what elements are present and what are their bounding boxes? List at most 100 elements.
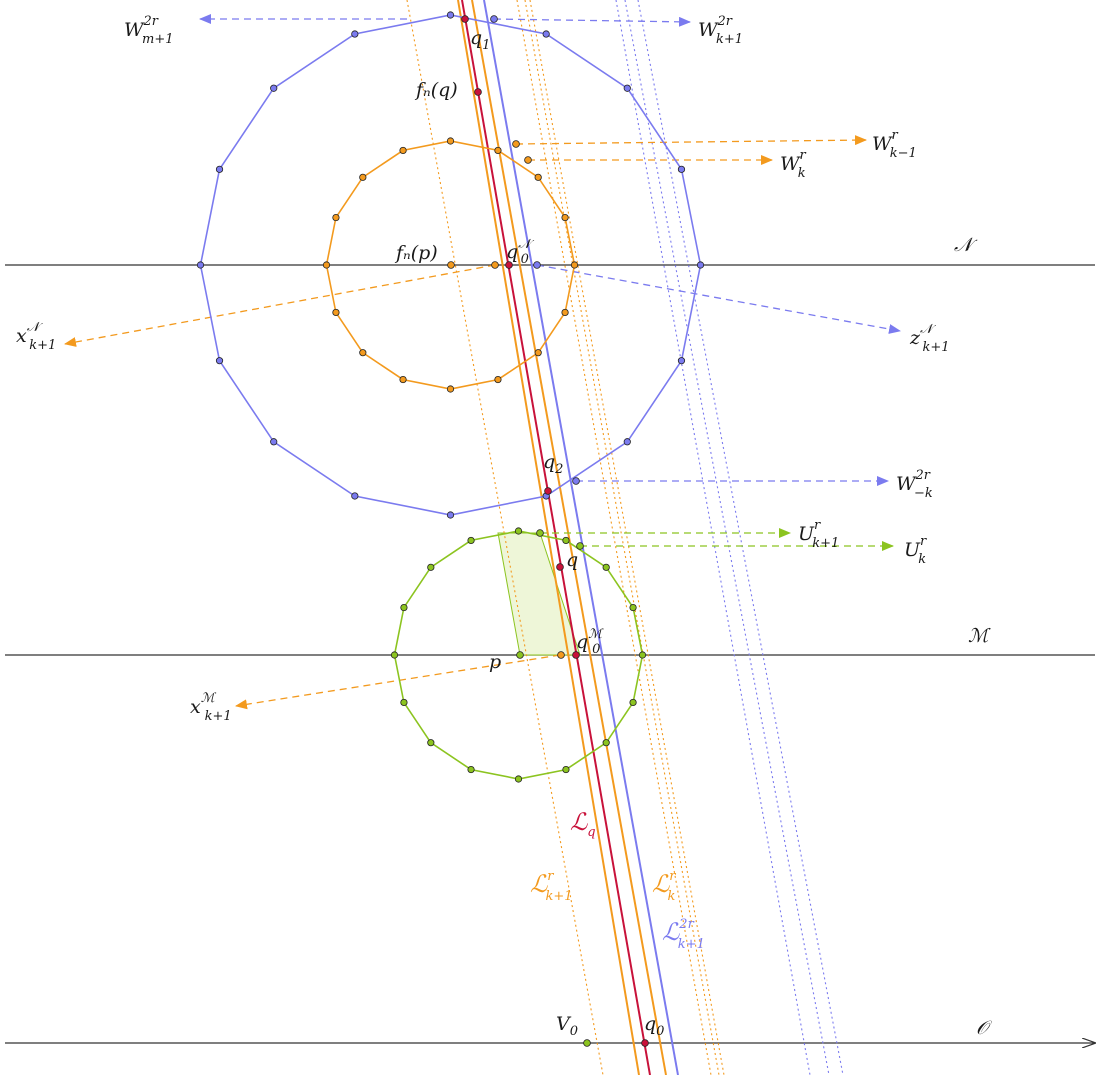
label-x-N: x𝒩 k+1 xyxy=(16,320,56,353)
label-x-M: xℳ k+1 xyxy=(190,691,232,724)
green-polygon-vertex xyxy=(427,563,435,571)
orange-polygon xyxy=(322,137,579,393)
label-W-km1: Wr k−1 xyxy=(872,128,917,161)
green-polygon-vertex xyxy=(467,765,475,774)
green-polygon-vertex xyxy=(562,765,570,774)
point-W-mk xyxy=(572,477,580,485)
orange-polygon-vertex xyxy=(494,375,502,384)
orange-polygon-vertex xyxy=(359,349,367,357)
label-W-m1: W2r m+1 xyxy=(124,14,174,47)
blue-polygon-vertex xyxy=(270,438,278,446)
green-polygon-vertex xyxy=(638,651,647,659)
blue-polygon-vertex xyxy=(351,30,359,38)
label-L-k1-2r: ℒ2r k+1 xyxy=(662,917,705,952)
label-q0: q0 xyxy=(644,1013,664,1039)
orange-polygon-vertex xyxy=(534,349,542,357)
orange-polygon-vertex xyxy=(322,261,331,269)
label-V0: V0 xyxy=(556,1013,578,1039)
label-L-q: ℒq xyxy=(570,808,596,840)
green-polygon-vertex xyxy=(562,536,570,545)
point-orange-top xyxy=(512,140,520,148)
green-polygon-vertex xyxy=(467,536,475,545)
blue-polygon-vertex xyxy=(623,84,631,92)
green-polygon-vertex xyxy=(400,603,408,612)
green-polygon-vertex xyxy=(629,698,637,707)
label-q0-M: qℳ 0 xyxy=(576,627,604,657)
point-green-top2 xyxy=(576,542,584,550)
orange-polygon-vertex xyxy=(561,213,569,222)
point-N-orange xyxy=(491,261,499,269)
point-green-top xyxy=(536,529,544,537)
label-W-k: Wr k xyxy=(780,148,807,181)
label-W-k1: W2r k+1 xyxy=(698,14,743,47)
points xyxy=(447,15,649,1047)
label-N: 𝒩 xyxy=(954,234,978,256)
label-p: p xyxy=(489,651,501,673)
dotted-blue-lines xyxy=(615,0,844,1075)
point-N-blue xyxy=(533,261,541,269)
orange-polygon-vertex xyxy=(399,375,407,384)
line-L-q xyxy=(461,0,651,1075)
point-fn-q xyxy=(474,88,482,96)
label-U-k: Ur k xyxy=(904,534,927,567)
orange-polygon-vertex xyxy=(332,213,340,222)
orange-arrows xyxy=(64,135,867,710)
point-q0 xyxy=(641,1039,649,1047)
point-orange-top2 xyxy=(524,156,532,164)
orange-polygon-vertex xyxy=(561,308,569,317)
label-M: ℳ xyxy=(968,625,991,647)
blue-polygon-vertex xyxy=(446,511,455,519)
green-polygon-vertex xyxy=(629,603,637,612)
point-q0-M xyxy=(572,651,580,659)
blue-polygon xyxy=(196,11,705,519)
blue-polygon-vertex xyxy=(351,492,359,500)
green-polygon-vertex xyxy=(602,739,610,747)
orange-polygon-vertex xyxy=(446,385,455,393)
polygons xyxy=(196,11,705,783)
point-V0 xyxy=(583,1039,591,1047)
point-q1 xyxy=(461,15,469,23)
point-p xyxy=(516,651,524,659)
blue-polygon-vertex xyxy=(215,165,224,173)
label-fn-p: fₙ(p) xyxy=(394,242,438,264)
green-arrows xyxy=(540,528,894,551)
orange-polygon-vertex xyxy=(534,173,542,181)
point-q xyxy=(556,563,564,571)
point-W-k1 xyxy=(490,15,498,23)
blue-polygon-vertex xyxy=(677,357,686,365)
blue-polygon-vertex xyxy=(196,261,205,269)
blue-polygon-vertex xyxy=(677,165,686,173)
green-polygon xyxy=(390,527,647,783)
orange-polygon-vertex xyxy=(399,146,407,155)
orange-polygon-vertex xyxy=(570,261,579,269)
green-polygon-vertex xyxy=(602,563,610,571)
dotted-orange-lines xyxy=(406,0,725,1075)
orange-polygon-vertex xyxy=(494,146,502,155)
label-O: 𝒪 xyxy=(976,1017,993,1039)
green-polygon-vertex xyxy=(514,527,523,535)
blue-polygon-vertex xyxy=(696,261,705,269)
label-L-k-r: ℒr k xyxy=(652,869,676,904)
point-M-orange xyxy=(557,651,565,659)
line-L-k1-2r xyxy=(483,0,679,1075)
label-U-k1: Ur k+1 xyxy=(798,518,839,551)
label-fn-q: fₙ(q) xyxy=(414,79,458,101)
point-fn-p xyxy=(447,261,455,269)
blue-polygon-vertex xyxy=(542,30,550,38)
blue-polygon-vertex xyxy=(215,357,224,365)
orange-polygon-vertex xyxy=(446,137,455,145)
line-L-k-r xyxy=(471,0,667,1075)
blue-polygon-vertex xyxy=(270,84,278,92)
label-q2: q2 xyxy=(543,451,563,477)
label-q1: q1 xyxy=(470,27,490,53)
orange-polygon-vertex xyxy=(359,173,367,181)
green-polygon-vertex xyxy=(427,739,435,747)
orange-polygon-vertex xyxy=(332,308,340,317)
label-W-mk: W2r −k xyxy=(896,468,933,501)
label-q: q xyxy=(566,549,578,571)
labels: W2r m+1 W2r k+1 Wr k−1 Wr k W2r −k Ur k+1 Ur k … xyxy=(16,14,993,1039)
green-polygon-vertex xyxy=(514,775,523,783)
green-polygon-vertex xyxy=(390,651,399,659)
blue-polygon-vertex xyxy=(446,11,455,19)
